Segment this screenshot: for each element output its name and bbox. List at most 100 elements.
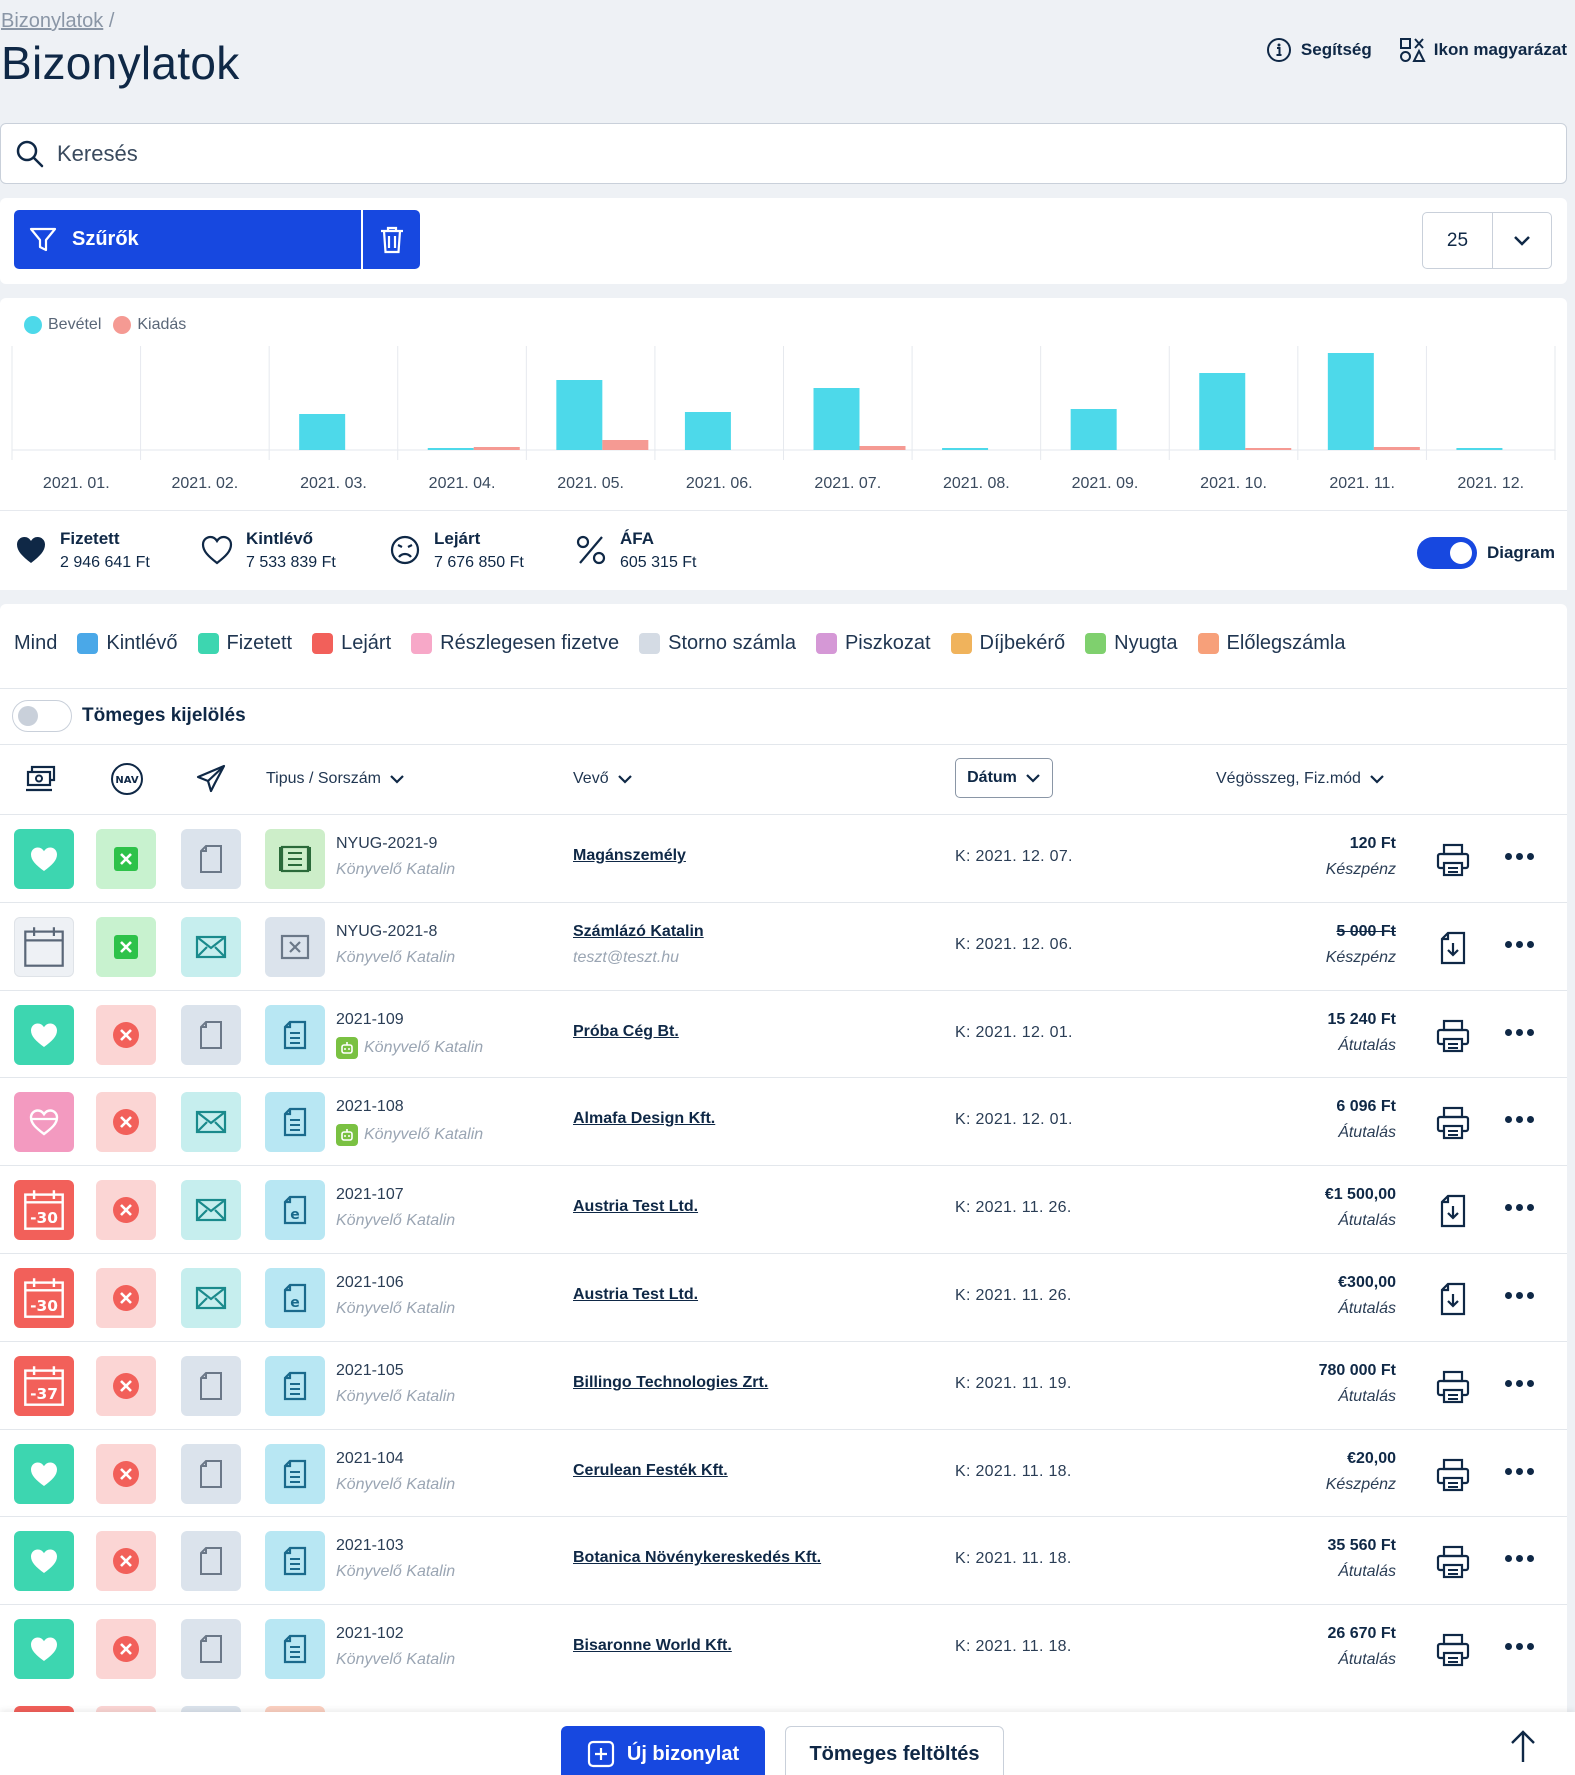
heart-icon[interactable] xyxy=(14,1531,74,1592)
download-icon[interactable] xyxy=(1434,1192,1472,1230)
header-send-icon[interactable] xyxy=(196,744,226,814)
nav-sent-icon[interactable] xyxy=(96,829,156,889)
invoice-icon[interactable] xyxy=(265,1355,325,1416)
printer-icon[interactable] xyxy=(1434,1104,1472,1142)
calendar-icon[interactable] xyxy=(14,916,74,977)
buyer-link[interactable]: Almafa Design Kft. xyxy=(573,1110,716,1128)
status-filter-3[interactable]: Lejárt xyxy=(312,632,391,655)
header-date-sort[interactable]: Dátum xyxy=(955,758,1053,798)
invoice-icon[interactable] xyxy=(265,1092,325,1153)
filters-button[interactable]: Szűrők xyxy=(14,210,361,269)
expense-bar-5[interactable] xyxy=(602,440,649,450)
status-filter-2[interactable]: Fizetett xyxy=(197,632,292,655)
nav-not-sent-icon[interactable] xyxy=(96,1355,156,1416)
more-options-icon[interactable] xyxy=(1505,1467,1534,1475)
nav-not-sent-icon[interactable] xyxy=(96,1180,156,1241)
document-icon[interactable] xyxy=(181,1531,241,1592)
download-icon[interactable] xyxy=(1434,1280,1472,1318)
overdue-calendar-icon[interactable]: -30 xyxy=(14,1180,74,1241)
income-bar-3[interactable] xyxy=(299,414,346,450)
more-options-icon[interactable] xyxy=(1505,1028,1534,1036)
header-nav-icon[interactable]: NAV xyxy=(110,744,144,814)
new-document-button[interactable]: Új bizonylat xyxy=(561,1726,765,1775)
more-options-icon[interactable] xyxy=(1505,1292,1534,1299)
table-row[interactable]: NYUG-2021-8 Könyvelő Katalin Számlázó Kata… xyxy=(0,901,1567,990)
receipt-icon[interactable] xyxy=(265,829,325,889)
invoice-icon[interactable] xyxy=(265,1531,325,1592)
printer-icon[interactable] xyxy=(1434,841,1472,879)
heart-icon[interactable] xyxy=(14,1004,74,1065)
printer-icon[interactable] xyxy=(1434,1631,1472,1669)
buyer-link[interactable]: Cerulean Festék Kft. xyxy=(573,1461,728,1479)
heart-icon[interactable] xyxy=(14,1619,74,1680)
icon-legend-link[interactable]: Ikon magyarázat xyxy=(1398,36,1567,64)
email-icon[interactable] xyxy=(181,1180,241,1241)
breadcrumb-link[interactable]: Bizonylatok xyxy=(1,10,104,32)
table-row[interactable]: -37 2021-105 Könyvelő Katalin Billingo Tech… xyxy=(0,1340,1567,1429)
nav-sent-icon[interactable] xyxy=(96,916,156,977)
nav-not-sent-icon[interactable] xyxy=(96,1268,156,1328)
nav-not-sent-icon[interactable] xyxy=(96,1443,156,1504)
email-icon[interactable] xyxy=(181,1092,241,1153)
status-filter-8[interactable]: Nyugta xyxy=(1085,632,1178,655)
status-filter-6[interactable]: Piszkozat xyxy=(815,632,931,655)
invoice-icon[interactable] xyxy=(265,1619,325,1680)
buyer-link[interactable]: Bisaronne World Kft. xyxy=(573,1637,732,1655)
expense-bar-11[interactable] xyxy=(1373,447,1420,450)
nav-not-sent-icon[interactable] xyxy=(96,1092,156,1153)
income-bar-7[interactable] xyxy=(813,388,860,450)
buyer-link[interactable]: Botanica Növénykereskedés Kft. xyxy=(573,1549,822,1567)
nav-not-sent-icon[interactable] xyxy=(96,1531,156,1592)
expense-bar-10[interactable] xyxy=(1245,448,1292,450)
heart-partial-icon[interactable] xyxy=(14,1092,74,1153)
buyer-link[interactable]: Magánszemély xyxy=(573,847,686,864)
more-options-icon[interactable] xyxy=(1505,1555,1534,1563)
email-icon[interactable] xyxy=(181,916,241,977)
invoice-icon[interactable] xyxy=(265,1443,325,1504)
header-buyer[interactable]: Vevő xyxy=(573,744,633,814)
printer-icon[interactable] xyxy=(1434,1017,1472,1055)
income-bar-8[interactable] xyxy=(942,448,989,450)
status-filter-5[interactable]: Storno számla xyxy=(639,632,796,655)
document-icon[interactable] xyxy=(181,829,241,889)
printer-icon[interactable] xyxy=(1434,1543,1472,1581)
status-filter-1[interactable]: Kintlévő xyxy=(77,632,178,655)
download-icon[interactable] xyxy=(1434,929,1472,967)
income-bar-4[interactable] xyxy=(427,448,474,450)
search-input[interactable] xyxy=(57,140,1457,167)
scroll-top-button[interactable] xyxy=(1508,1730,1538,1769)
expense-bar-7[interactable] xyxy=(859,446,906,450)
e-invoice-icon[interactable]: e xyxy=(265,1180,325,1241)
status-filter-9[interactable]: Előlegszámla xyxy=(1197,632,1345,655)
table-row[interactable]: 2021-109 Könyvelő Katalin Próba Cég Bt. K: … xyxy=(0,989,1567,1078)
expense-bar-4[interactable] xyxy=(473,447,520,450)
legend-item-expense[interactable]: Kiadás xyxy=(113,316,186,334)
header-type-number[interactable]: Tipus / Sorszám xyxy=(266,744,405,814)
table-row[interactable]: NYUG-2021-9 Könyvelő Katalin Magánszemély K… xyxy=(0,814,1567,902)
heart-icon[interactable] xyxy=(14,829,74,889)
buyer-link[interactable]: Számlázó Katalin xyxy=(573,922,704,940)
per-page-select[interactable]: 25 xyxy=(1422,212,1552,269)
printer-icon[interactable] xyxy=(1434,1368,1472,1406)
overdue-calendar-icon[interactable]: -30 xyxy=(14,1268,74,1328)
document-icon[interactable] xyxy=(181,1004,241,1065)
table-row[interactable]: 2021-108 Könyvelő Katalin Almafa Design Kf… xyxy=(0,1077,1567,1165)
more-options-icon[interactable] xyxy=(1505,1204,1534,1212)
more-options-icon[interactable] xyxy=(1505,1379,1534,1387)
heart-icon[interactable] xyxy=(14,1443,74,1504)
invoice-icon[interactable] xyxy=(265,1004,325,1065)
income-bar-5[interactable] xyxy=(556,380,603,450)
document-icon[interactable] xyxy=(181,1619,241,1680)
printer-icon[interactable] xyxy=(1434,1456,1472,1494)
income-bar-11[interactable] xyxy=(1327,353,1374,450)
document-icon[interactable] xyxy=(181,1355,241,1416)
help-link[interactable]: Segítség xyxy=(1265,36,1372,64)
more-options-icon[interactable] xyxy=(1505,940,1534,948)
status-filter-4[interactable]: Részlegesen fizetve xyxy=(411,632,619,655)
buyer-link[interactable]: Austria Test Ltd. xyxy=(573,1198,699,1216)
buyer-link[interactable]: Próba Cég Bt. xyxy=(573,1022,679,1040)
header-total[interactable]: Végösszeg, Fiz.mód xyxy=(1216,744,1385,814)
table-row[interactable]: 2021-104 Könyvelő Katalin Cerulean Festék … xyxy=(0,1428,1567,1517)
document-icon[interactable] xyxy=(181,1443,241,1504)
more-options-icon[interactable] xyxy=(1505,1116,1534,1124)
